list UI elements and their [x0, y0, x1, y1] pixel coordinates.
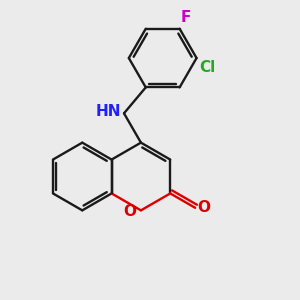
Text: O: O	[197, 200, 211, 215]
Text: Cl: Cl	[200, 59, 216, 74]
Text: O: O	[124, 204, 136, 219]
Text: HN: HN	[96, 104, 121, 119]
Text: F: F	[181, 10, 191, 25]
